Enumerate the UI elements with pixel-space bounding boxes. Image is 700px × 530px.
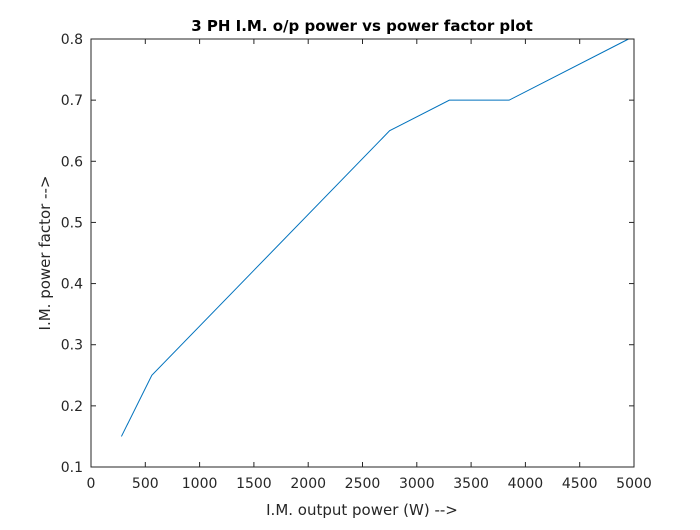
y-tick-label: 0.4 [61, 277, 83, 293]
y-tick-label: 0.1 [61, 460, 83, 476]
y-tick-label: 0.3 [61, 338, 83, 354]
x-tick-label: 3500 [453, 476, 489, 492]
x-tick-label: 2000 [290, 476, 326, 492]
y-axis-label: I.M. power factor --> [36, 176, 54, 331]
y-tick-label: 0.8 [61, 32, 83, 48]
y-tick-label: 0.6 [61, 154, 83, 170]
axes-layer: 0 500 1000 1500 2000 2500 3000 3500 4000 4500 5000… [61, 32, 652, 492]
x-tick-label: 1500 [236, 476, 272, 492]
chart-title: 3 PH I.M. o/p power vs power factor plot [191, 17, 533, 35]
x-tick-label: 3000 [399, 476, 435, 492]
y-tick-label: 0.2 [61, 399, 83, 415]
x-tick-label: 4500 [562, 476, 598, 492]
x-axis-label: I.M. output power (W) --> [266, 501, 458, 519]
x-tick-label: 5000 [616, 476, 652, 492]
x-tick-label: 4000 [508, 476, 544, 492]
series-layer [120, 38, 629, 437]
series-line-0 [120, 38, 629, 437]
x-tick-label: 500 [132, 476, 159, 492]
y-tick-label: 0.7 [61, 93, 83, 109]
x-tick-label: 0 [87, 476, 96, 492]
y-tick-label: 0.5 [61, 215, 83, 231]
plot-area [91, 39, 634, 467]
x-tick-label: 2500 [345, 476, 381, 492]
x-tick-label: 1000 [182, 476, 218, 492]
